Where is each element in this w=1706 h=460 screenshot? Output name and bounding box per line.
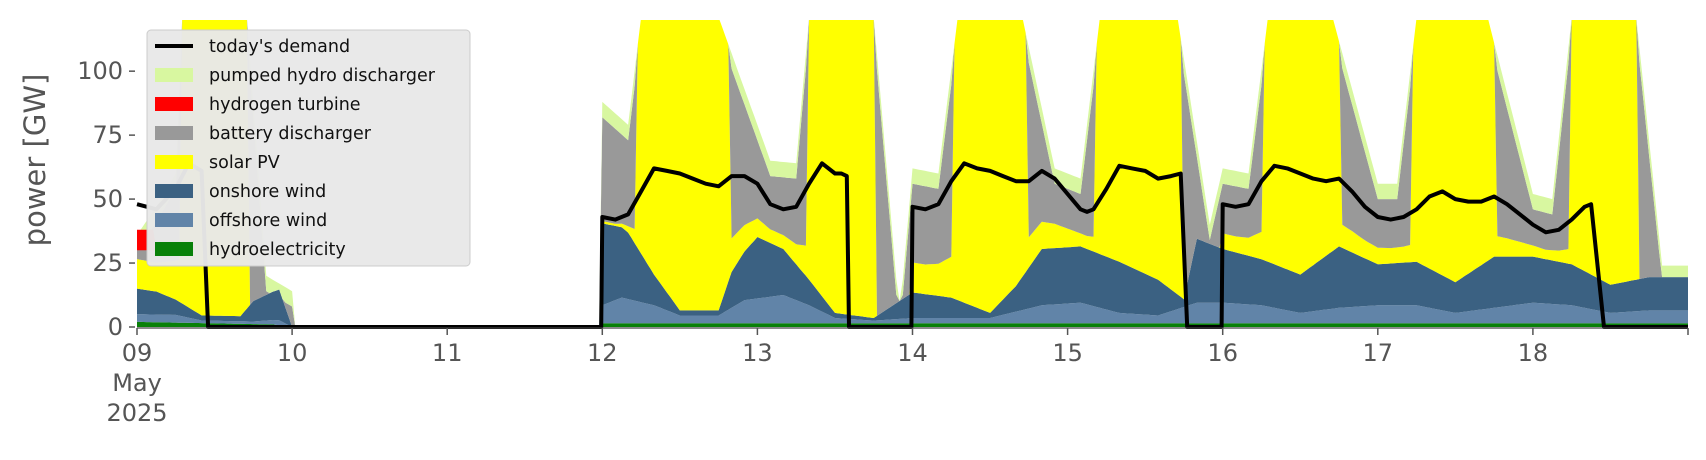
x-tick-sublabel: May xyxy=(112,369,162,397)
legend-entry: hydrogen turbine xyxy=(155,95,361,115)
legend-entry: onshore wind xyxy=(155,182,326,202)
legend-label: hydrogen turbine xyxy=(209,95,361,115)
legend-label: onshore wind xyxy=(209,182,326,202)
x-tick-label: 18 xyxy=(1518,339,1549,367)
area-offshore-wind xyxy=(137,295,1688,327)
x-tick-label: 16 xyxy=(1207,339,1238,367)
legend-label: battery discharger xyxy=(209,124,372,144)
y-tick-label: 50 xyxy=(92,185,123,213)
legend-swatch xyxy=(155,68,193,82)
demand-line-layer xyxy=(136,161,1688,329)
legend-label: today's demand xyxy=(209,37,350,57)
x-tick-label: 10 xyxy=(277,339,308,367)
legend-swatch xyxy=(155,97,193,111)
legend-swatch xyxy=(155,242,193,256)
x-tick-label: 09 xyxy=(122,339,153,367)
legend-label: hydroelectricity xyxy=(209,240,346,260)
legend-box xyxy=(146,29,471,267)
y-tick-label: 0 xyxy=(108,313,123,341)
legend-label: solar PV xyxy=(209,153,280,173)
y-axis-label: power [GW] xyxy=(18,74,52,247)
x-tick-label: 13 xyxy=(742,339,773,367)
series-line-todays-demand xyxy=(136,161,1688,329)
area-onshore-wind xyxy=(137,223,1688,327)
x-tick-label: 15 xyxy=(1052,339,1083,367)
legend-label: pumped hydro discharger xyxy=(209,66,436,86)
legend-swatch xyxy=(155,126,193,140)
area-pumped-hydro-discharger xyxy=(137,20,1688,327)
y-tick-label: 25 xyxy=(92,249,123,277)
legend-entry: hydroelectricity xyxy=(155,240,346,260)
x-tick-label: 12 xyxy=(587,339,618,367)
y-tick-label: 75 xyxy=(92,121,123,149)
legend-swatch xyxy=(155,184,193,198)
legend-label: offshore wind xyxy=(209,211,327,231)
legend-swatch xyxy=(155,213,193,227)
legend-entry: today's demand xyxy=(155,37,350,57)
area-solar-pv xyxy=(137,20,1688,327)
legend: today's demand pumped hydro discharger hyd… xyxy=(146,29,471,267)
x-tick-label: 11 xyxy=(432,339,463,367)
x-tick-label: 14 xyxy=(897,339,928,367)
legend-entry: battery discharger xyxy=(155,124,372,144)
x-tick-sublabel: 2025 xyxy=(106,399,167,427)
legend-entry: pumped hydro discharger xyxy=(155,66,436,86)
x-tick-label: 17 xyxy=(1363,339,1394,367)
y-tick-label: 100 xyxy=(77,57,123,85)
legend-entry: offshore wind xyxy=(155,211,327,231)
legend-swatch xyxy=(155,155,193,169)
legend-entry: solar PV xyxy=(155,153,280,173)
